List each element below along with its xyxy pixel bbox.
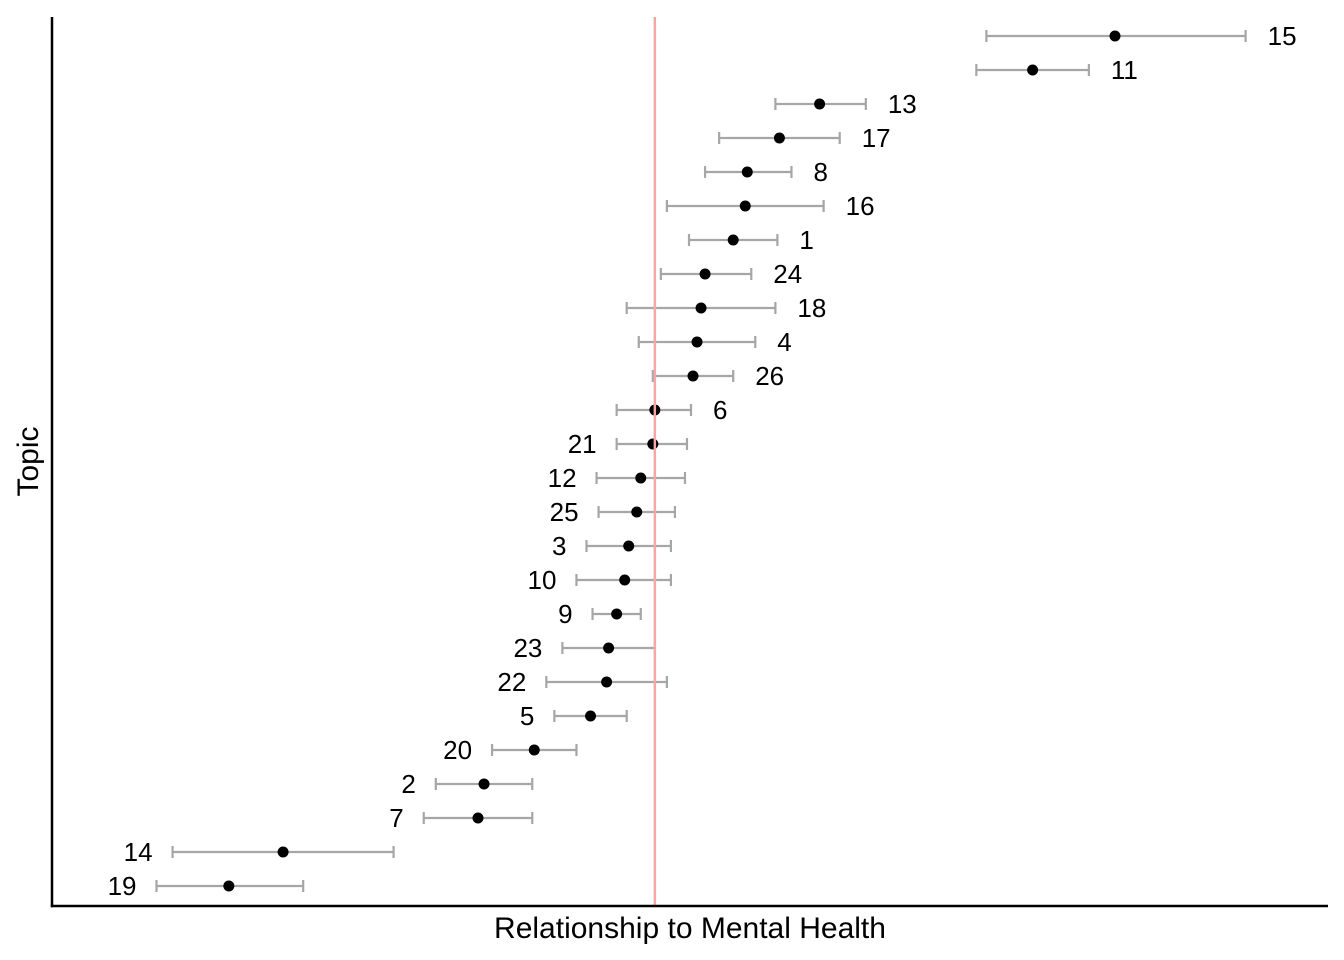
topic-row-9: 9 [558,599,642,629]
estimate-point [623,540,635,552]
topic-label: 5 [520,701,534,731]
chart-marks: 15 11 13 17 8 16 1 24 184 26 6 21 12 25 3 109 23 22 5 20 2 7 1… [108,21,1297,901]
estimate-point [631,506,643,518]
topic-label: 11 [1111,55,1138,85]
topic-row-8: 8 [703,157,828,187]
estimate-point [647,438,659,450]
estimate-point [1109,30,1121,42]
topic-row-14: 14 [124,837,395,867]
estimate-point [603,642,615,654]
y-axis-title: Topic [12,426,45,496]
estimate-point [687,370,699,382]
topic-label: 8 [813,157,827,187]
topic-row-25: 25 [550,497,677,527]
topic-row-24: 24 [659,259,802,289]
topic-row-21: 21 [568,429,689,459]
topic-label: 22 [497,667,526,697]
topic-label: 25 [550,497,579,527]
topic-label: 4 [777,327,791,357]
topic-label: 24 [773,259,802,289]
estimate-point [691,336,703,348]
topic-row-6: 6 [615,395,727,425]
topic-row-7: 7 [389,803,534,833]
topic-label: 12 [548,463,577,493]
estimate-point [619,574,631,586]
topic-row-11: 11 [975,55,1138,85]
topic-label: 19 [108,871,137,901]
estimate-point [528,744,540,756]
topic-label: 21 [568,429,597,459]
x-axis-title: Relationship to Mental Health [494,912,886,945]
topic-label: 17 [862,123,891,153]
topic-row-2: 2 [401,769,534,799]
estimate-point [223,880,235,892]
topic-label: 18 [797,293,826,323]
estimate-point [585,710,597,722]
topic-row-16: 16 [665,191,875,221]
topic-row-18: 18 [625,293,826,323]
estimate-point [699,268,711,280]
estimate-point [773,132,785,144]
estimate-point [739,200,751,212]
estimate-point [478,778,490,790]
topic-row-20: 20 [443,735,578,765]
topic-row-1: 1 [687,225,814,255]
topic-label: 16 [846,191,875,221]
topic-label: 26 [755,361,784,391]
topic-label: 1 [799,225,813,255]
topic-row-5: 5 [520,701,628,731]
topic-label: 6 [713,395,727,425]
topic-row-3: 3 [552,531,673,561]
topic-label: 13 [888,89,917,119]
topic-row-4: 4 [637,327,792,357]
topic-row-23: 23 [513,633,656,663]
topic-row-15: 15 [985,21,1297,51]
topic-row-26: 26 [651,361,784,391]
estimate-point [277,846,289,858]
topic-row-17: 17 [718,123,891,153]
topic-label: 23 [513,633,542,663]
topic-label: 15 [1268,21,1297,51]
topic-row-12: 12 [548,463,687,493]
estimate-point [695,302,707,314]
estimate-point [635,472,647,484]
estimate-point [814,98,826,110]
topic-label: 20 [443,735,472,765]
topic-row-19: 19 [108,871,305,901]
estimate-point [1027,64,1039,76]
topic-row-10: 10 [528,565,673,595]
topic-label: 3 [552,531,566,561]
estimate-point [727,234,739,246]
estimate-point [611,608,623,620]
topic-row-22: 22 [497,667,668,697]
topic-label: 7 [389,803,403,833]
topic-label: 14 [124,837,153,867]
estimate-point [741,166,753,178]
topic-label: 10 [528,565,557,595]
estimate-point [601,676,613,688]
topic-row-13: 13 [774,89,917,119]
topic-label: 2 [401,769,415,799]
estimate-point [472,812,484,824]
topic-label: 9 [558,599,572,629]
